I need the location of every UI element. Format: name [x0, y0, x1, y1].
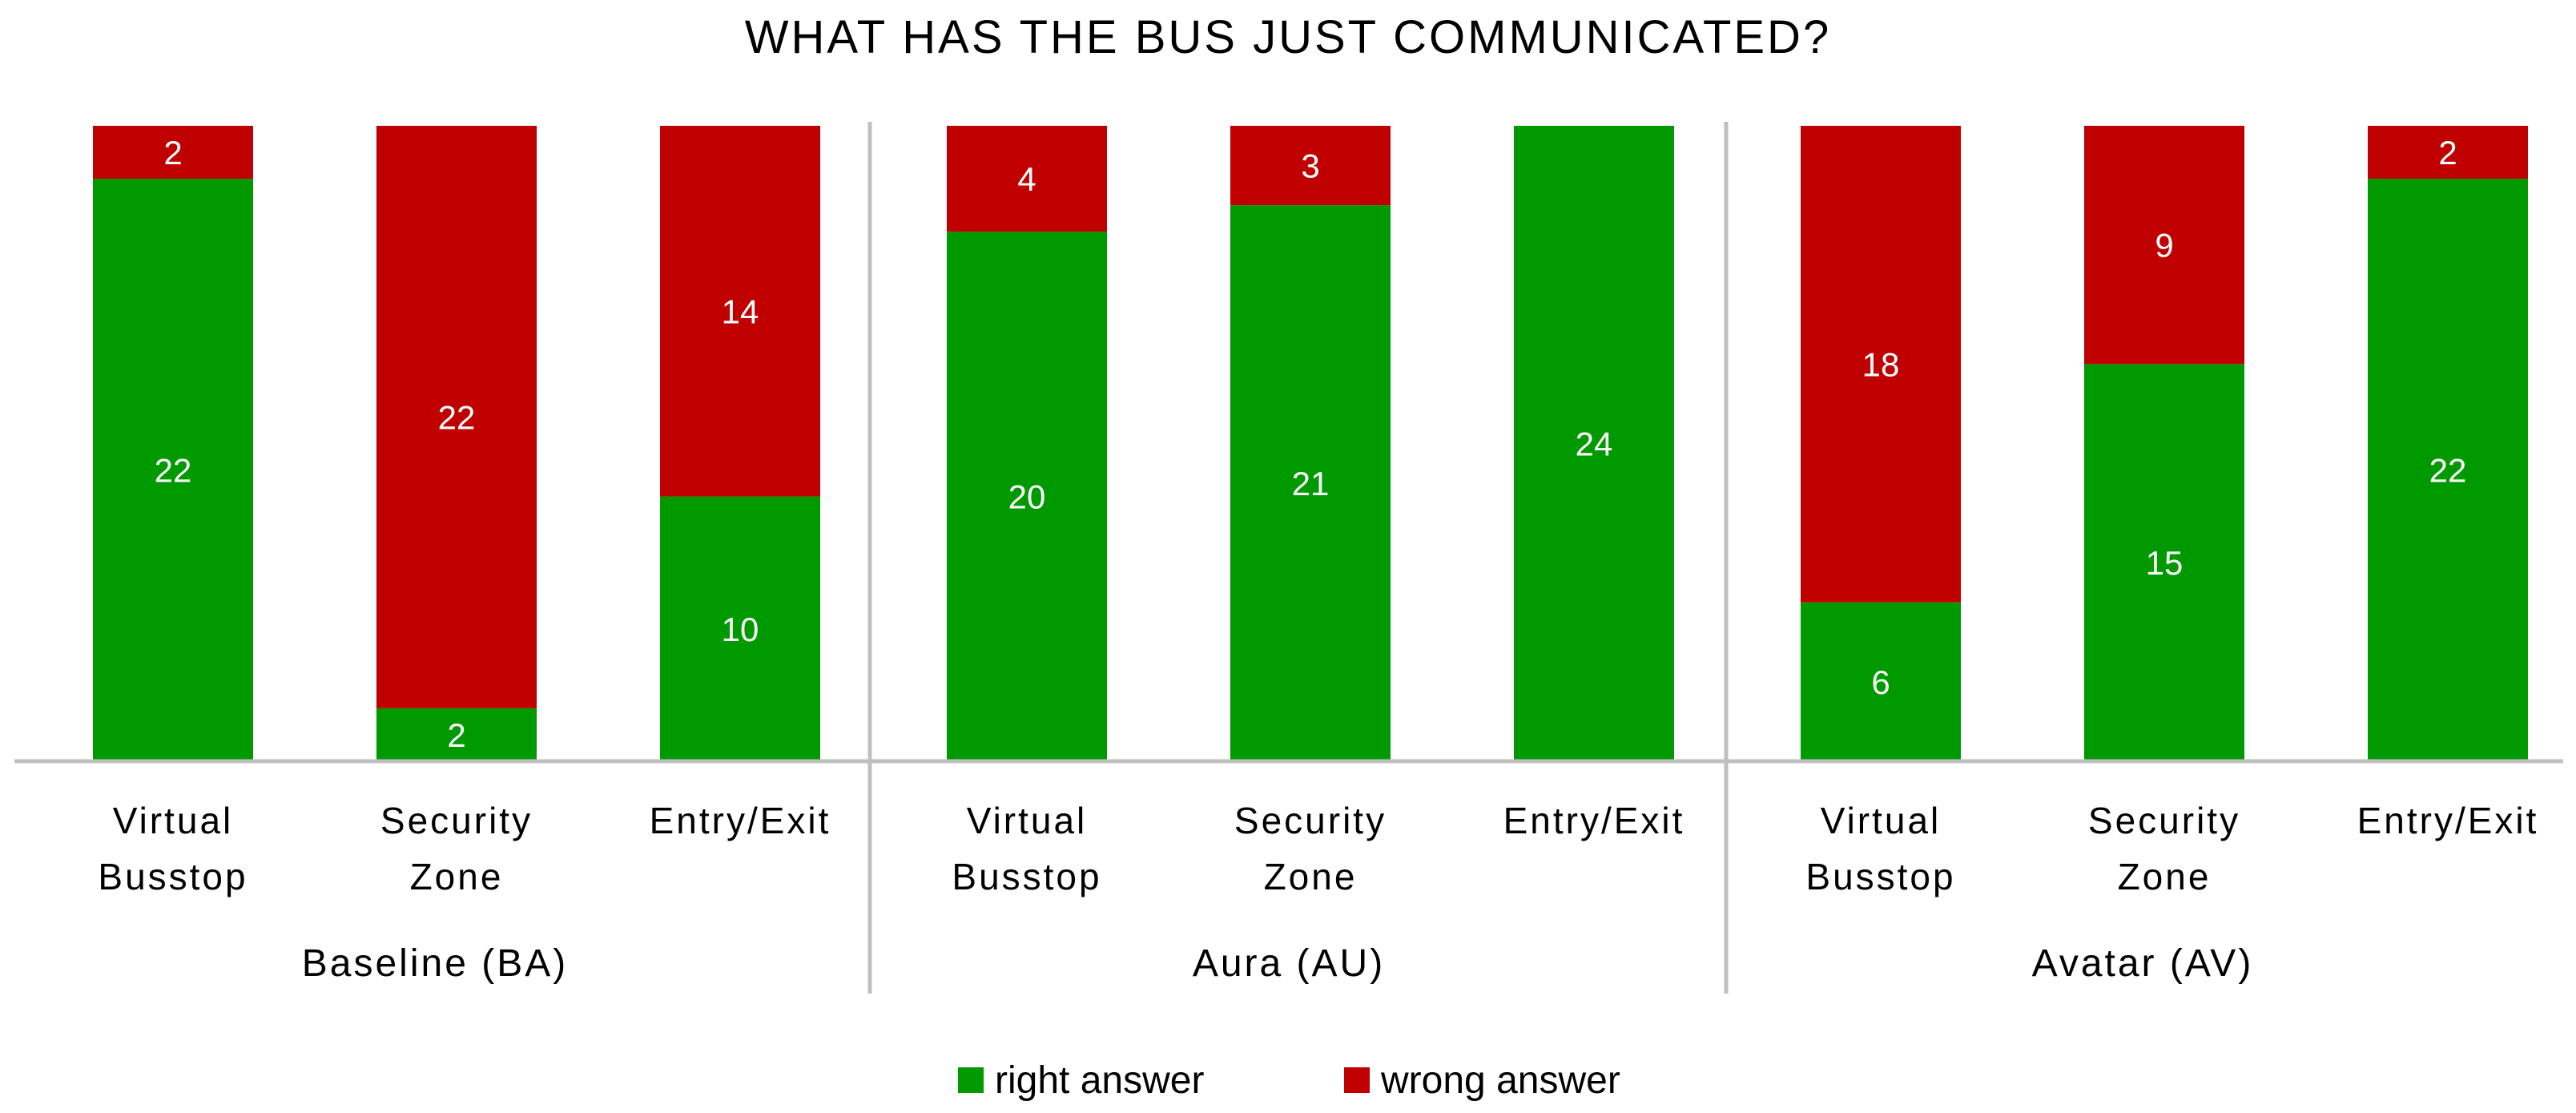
bar-right-answer: [1230, 205, 1391, 761]
category-label: Zone: [1264, 856, 1358, 897]
data-label-right-answer: 21: [1292, 465, 1330, 502]
category-label: Security: [380, 800, 533, 841]
data-label-right-answer: 22: [155, 452, 192, 490]
category-label: Security: [2088, 800, 2240, 841]
bar-right-answer: [1514, 126, 1674, 761]
category-label: Entry/Exit: [650, 800, 831, 841]
data-label-right-answer: 24: [1576, 425, 1613, 463]
category-label: Busstop: [98, 856, 248, 897]
data-label-right-answer: 15: [2146, 544, 2184, 582]
data-label-right-answer: 22: [2429, 452, 2467, 490]
bar-wrong-answer: [947, 126, 1107, 232]
data-label-wrong-answer: 3: [1301, 147, 1319, 185]
data-label-wrong-answer: 22: [438, 398, 476, 436]
bar-right-answer: [947, 232, 1107, 762]
category-label: Zone: [2118, 856, 2212, 897]
bar-wrong-answer: [376, 126, 537, 708]
category-label: Zone: [410, 856, 504, 897]
bar-right-answer: [2084, 364, 2244, 761]
data-label-wrong-answer: 2: [2438, 134, 2457, 171]
category-label: Security: [1234, 800, 1387, 841]
data-label-right-answer: 6: [1871, 663, 1890, 701]
bar-wrong-answer: [660, 126, 820, 497]
category-label: Virtual: [113, 800, 234, 841]
group-label: Aura (AU): [1193, 942, 1385, 985]
bar-wrong-answer: [2084, 126, 2244, 365]
category-label: Entry/Exit: [1503, 800, 1685, 841]
data-label-wrong-answer: 18: [1862, 345, 1900, 383]
legend-label: right answer: [995, 1059, 1204, 1102]
bar-right-answer: [2368, 179, 2528, 762]
legend-swatch: [1344, 1067, 1370, 1093]
category-label: Virtual: [1821, 800, 1942, 841]
data-label-right-answer: 10: [722, 611, 759, 648]
data-label-wrong-answer: 4: [1017, 160, 1036, 198]
bar-wrong-answer: [1230, 126, 1391, 206]
bar-right-answer: [660, 496, 820, 761]
bar-wrong-answer: [93, 126, 253, 179]
data-label-wrong-answer: 9: [2155, 227, 2173, 264]
group-label: Baseline (BA): [302, 942, 568, 985]
category-labels: Virtual Busstop Security Zone Entry/Exit Base…: [98, 800, 2539, 985]
category-label: Busstop: [1805, 856, 1955, 897]
axis: [14, 122, 2563, 994]
category-label: Busstop: [952, 856, 1101, 897]
data-label-wrong-answer: 14: [722, 292, 759, 330]
category-label: Entry/Exit: [2357, 800, 2539, 841]
chart-title: WHAT HAS THE BUS JUST COMMUNICATED?: [745, 11, 1831, 63]
group-label: Avatar (AV): [2032, 942, 2254, 985]
data-label-right-answer: 20: [1008, 478, 1046, 516]
legend-label: wrong answer: [1380, 1059, 1620, 1102]
legend: right answer wrong answer: [958, 1059, 1620, 1102]
bar-right-answer: [376, 708, 537, 761]
bar-wrong-answer: [1801, 126, 1961, 603]
bar-right-answer: [1801, 602, 1961, 761]
bar-wrong-answer: [2368, 126, 2528, 179]
data-label-right-answer: 2: [447, 716, 465, 754]
bar-right-answer: [93, 179, 253, 762]
data-label-wrong-answer: 2: [163, 134, 182, 171]
legend-swatch: [958, 1067, 984, 1093]
category-label: Virtual: [967, 800, 1088, 841]
